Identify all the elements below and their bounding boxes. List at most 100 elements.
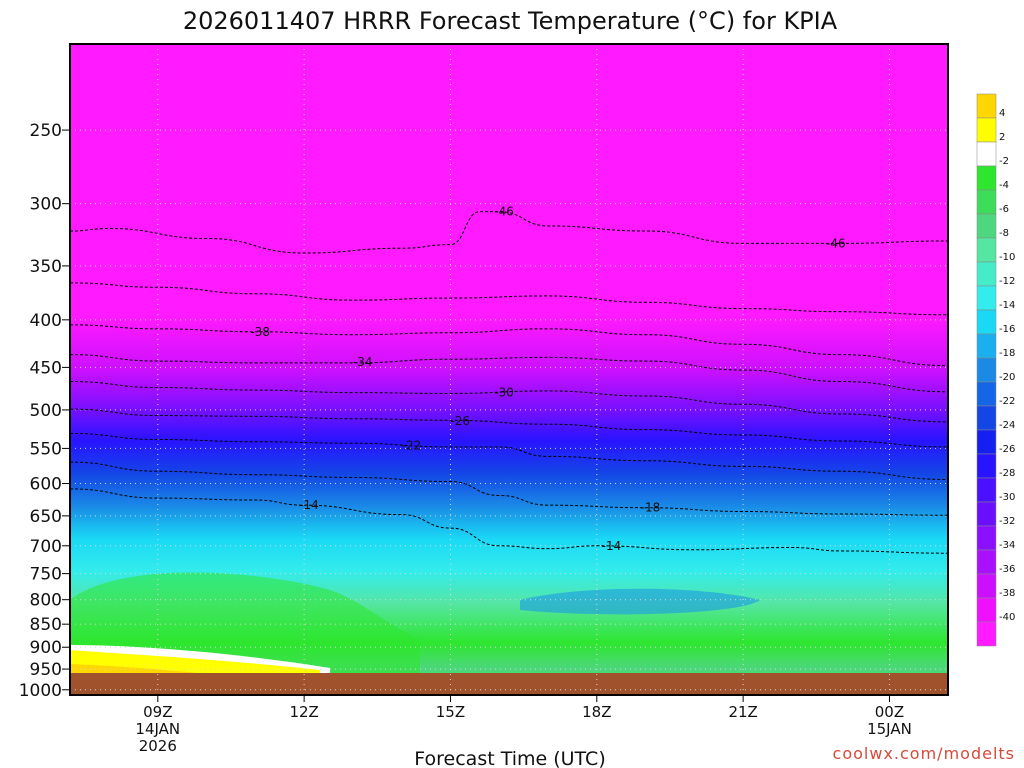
y-tick-label: 700 (30, 537, 62, 557)
contour-label: -14 (602, 539, 622, 553)
y-tick-label: 650 (30, 507, 62, 527)
colorbar-swatch (976, 477, 997, 503)
plot-area: -46 -46 -38 -34 -30 -26 -22 -18 -14 -14 (70, 44, 948, 695)
x-tick-label: 15JAN (867, 720, 912, 738)
grid (70, 44, 948, 695)
colorbar: 4 2 -2 -4 -6 -8 -10 -12 -14 -16 -18 -20 -22 -24 -26 -28… (976, 93, 1015, 647)
colorbar-label: -16 (999, 324, 1015, 335)
contour-line (70, 408, 948, 448)
colorbar-label: -36 (999, 564, 1015, 575)
contour-label: -46 (494, 205, 514, 219)
contour-label: -30 (494, 386, 514, 400)
colorbar-swatch (976, 261, 997, 287)
x-tick-label: 09Z (143, 703, 172, 721)
colorbar-swatch (976, 285, 997, 311)
colorbar-swatch (976, 333, 997, 359)
below-ground-mask (70, 673, 948, 695)
contour-lines: -46 -46 -38 -34 -30 -26 -22 -18 -14 -14 (70, 205, 948, 554)
colorbar-label: -24 (999, 420, 1015, 431)
contour-line (70, 461, 948, 516)
colorbar-label: -20 (999, 372, 1015, 383)
y-tick-label: 600 (30, 475, 62, 495)
colorbar-label: -26 (999, 444, 1015, 455)
y-tick-label: 950 (30, 660, 62, 680)
contour-line (70, 282, 948, 316)
colorbar-label: -22 (999, 396, 1015, 407)
y-tick-label: 450 (30, 358, 62, 378)
colorbar-label: -8 (999, 228, 1009, 239)
colorbar-label: -10 (999, 252, 1015, 263)
contour-line (70, 324, 948, 367)
contour-line (70, 488, 948, 554)
colorbar-swatch (976, 309, 997, 335)
x-tick-label: 2026 (139, 737, 177, 755)
colorbar-swatch (976, 381, 997, 407)
colorbar-swatch (976, 453, 997, 479)
contour-label: -38 (250, 325, 270, 339)
colorbar-label: -12 (999, 276, 1015, 287)
contour-label: -18 (641, 501, 661, 515)
colorbar-swatch (976, 357, 997, 383)
colorbar-swatch (976, 429, 997, 455)
colorbar-swatch (976, 141, 997, 167)
colorbar-label: -34 (999, 540, 1015, 551)
colorbar-label: -2 (999, 156, 1009, 167)
x-tick-label: 18Z (582, 703, 611, 721)
y-tick-label: 500 (30, 401, 62, 421)
y-tick-label: 800 (30, 591, 62, 611)
contour-line (70, 211, 948, 254)
y-tick-label: 300 (30, 195, 62, 215)
colorbar-label: -14 (999, 300, 1015, 311)
x-tick-label: 00Z (875, 703, 904, 721)
colorbar-swatch (976, 237, 997, 263)
y-tick-label: 250 (30, 121, 62, 141)
contour-label: -34 (353, 355, 373, 369)
colorbar-label: -4 (999, 180, 1009, 191)
chart-title: 2026011407 HRRR Forecast Temperature (°C… (183, 7, 838, 35)
x-tick-label: 21Z (728, 703, 757, 721)
y-tick-label: 550 (30, 439, 62, 459)
x-axis-label: Forecast Time (UTC) (414, 748, 605, 768)
colorbar-swatch (976, 189, 997, 215)
colorbar-label: 4 (999, 108, 1005, 119)
colorbar-swatch (976, 405, 997, 431)
colorbar-swatch (976, 549, 997, 575)
cool-pocket-field (520, 588, 760, 615)
contour-label: -22 (402, 438, 422, 452)
credit-text: coolwx.com/modelts (833, 744, 1015, 763)
colorbar-label: -18 (999, 348, 1015, 359)
colorbar-label: -32 (999, 516, 1015, 527)
colorbar-swatch (976, 573, 997, 599)
contour-label: -26 (450, 414, 470, 428)
contour-line (70, 380, 948, 423)
y-tick-label: 1000 (19, 681, 62, 701)
colorbar-swatch (976, 93, 997, 119)
y-tick-label: 850 (30, 615, 62, 635)
colorbar-label: -28 (999, 468, 1015, 479)
colorbar-label: -40 (999, 612, 1015, 623)
colorbar-label: -6 (999, 204, 1009, 215)
colorbar-label: -30 (999, 492, 1015, 503)
colorbar-swatch (976, 165, 997, 191)
y-tick-label: 400 (30, 311, 62, 331)
contour-label: -14 (299, 498, 319, 512)
colorbar-label: 2 (999, 132, 1005, 143)
x-tick-label: 12Z (289, 703, 318, 721)
colorbar-swatch (976, 501, 997, 527)
contour-label: -46 (826, 236, 846, 250)
contour-line (70, 354, 948, 393)
colorbar-swatch (976, 525, 997, 551)
colorbar-label: -38 (999, 588, 1015, 599)
colorbar-swatch (976, 621, 997, 647)
colorbar-swatch (976, 117, 997, 143)
y-tick-label: 350 (30, 257, 62, 277)
x-tick-label: 15Z (436, 703, 465, 721)
plot-frame (69, 43, 949, 696)
x-tick-label: 14JAN (135, 720, 180, 738)
y-tick-label: 750 (30, 565, 62, 585)
y-axis-ticks: 250 300 350 400 450 500 550 600 650 700 750 800 850 9… (19, 121, 70, 701)
y-tick-label: 900 (30, 638, 62, 658)
colorbar-swatch (976, 597, 997, 623)
